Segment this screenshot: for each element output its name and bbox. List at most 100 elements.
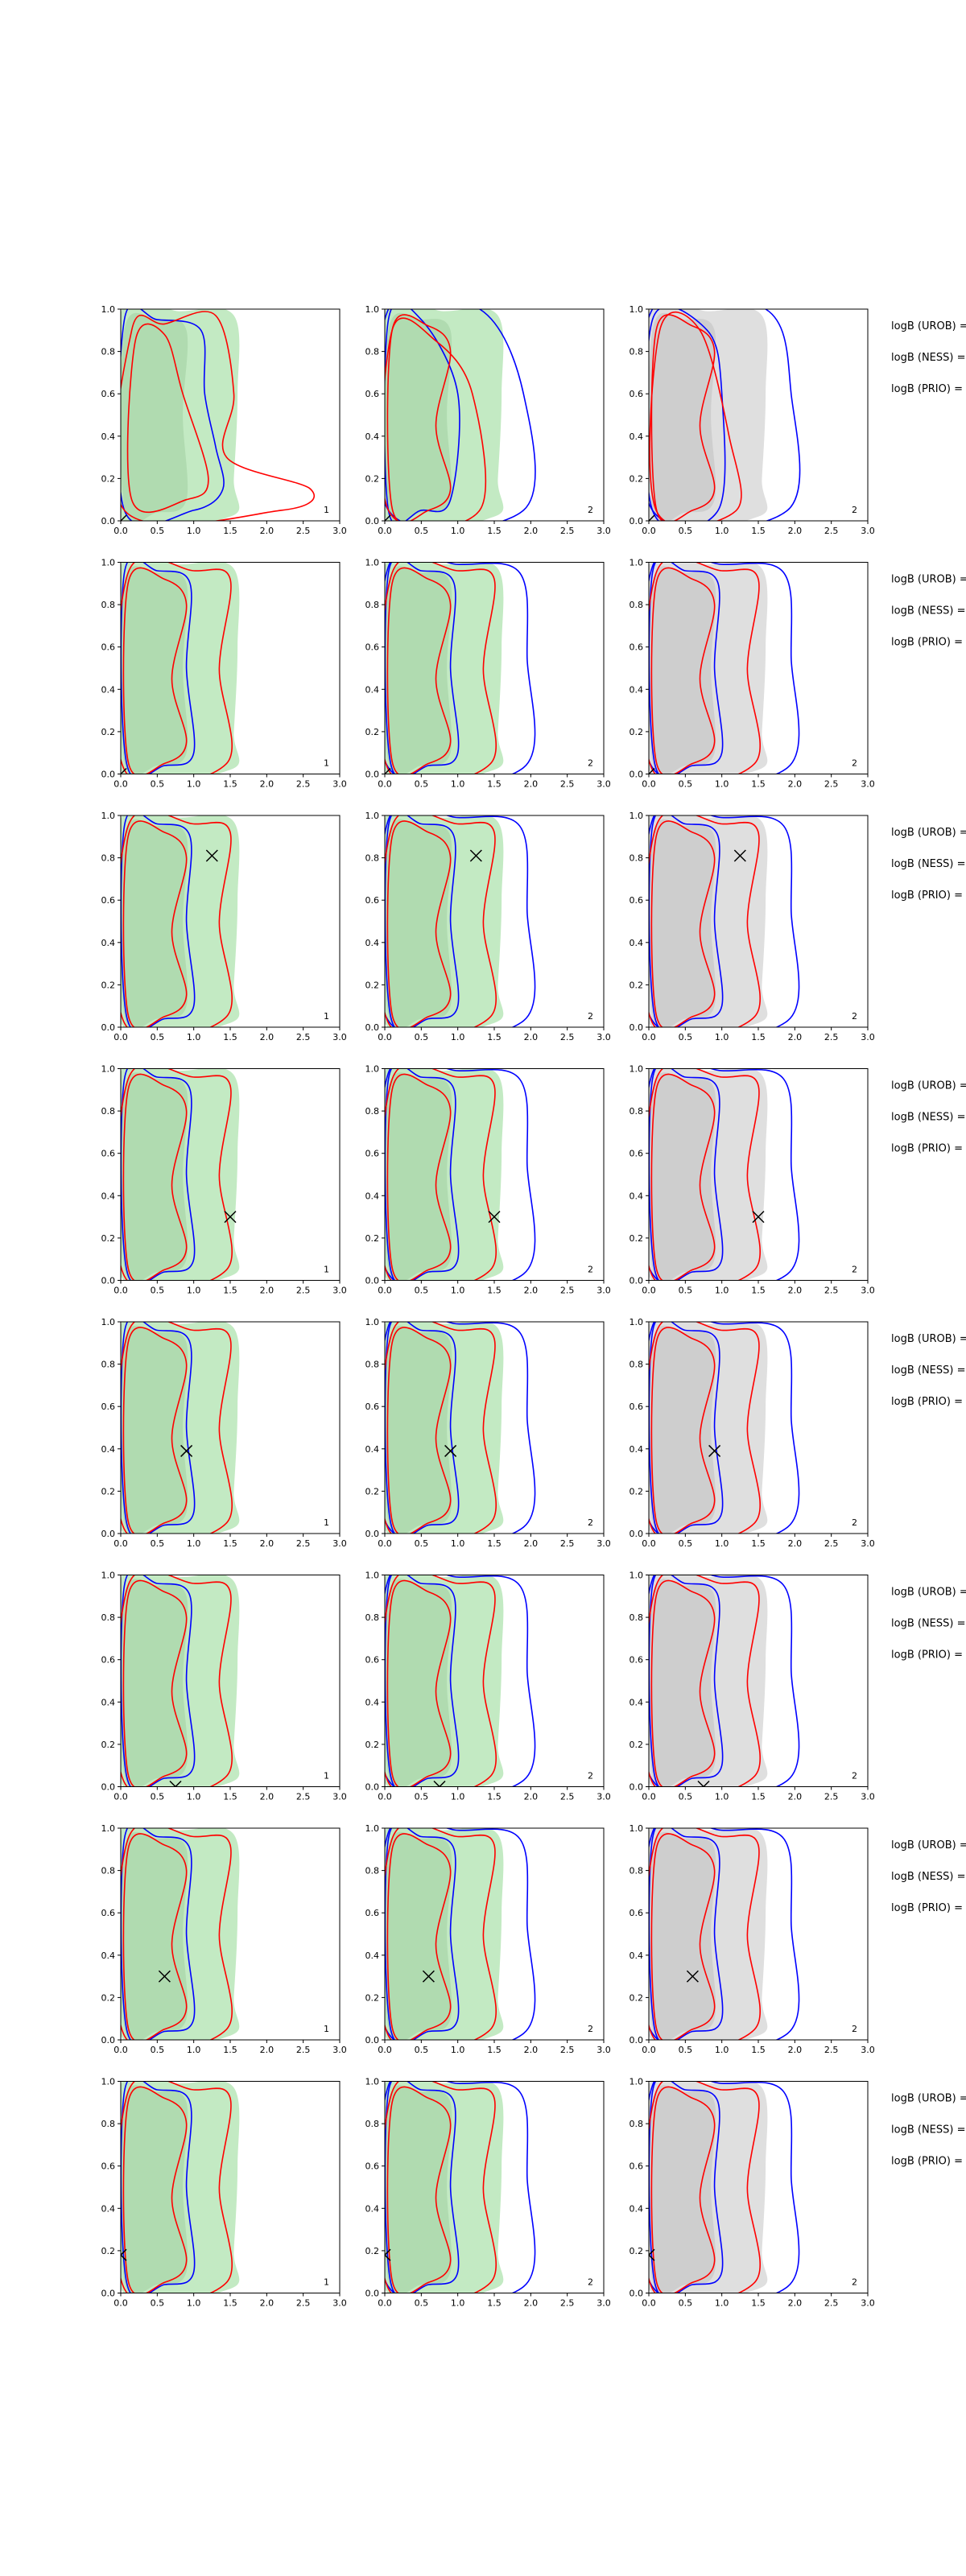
x-tick-label: 2.0 <box>524 1538 539 1549</box>
y-tick-label: 0.8 <box>365 1612 380 1623</box>
red-contour-inner <box>650 1579 716 1787</box>
panel-number: 2 <box>852 2024 857 2034</box>
y-tick-label: 1.0 <box>365 1823 380 1834</box>
fill-region-inner <box>649 566 716 774</box>
y-tick-label: 1.0 <box>365 558 380 568</box>
panel-r4-c1: 0.0 0.5 1.0 1.5 2.0 2.5 3.0 0.0 0.2 0.4 0.6 0.8 1.0 1 <box>101 1064 347 1296</box>
x-tick-label: 0.0 <box>114 2298 128 2309</box>
y-tick-label: 0.4 <box>365 2203 380 2214</box>
panel-number: 2 <box>588 1265 593 1275</box>
y-tick-label: 0.6 <box>101 1402 116 1412</box>
y-tick-label: 0.8 <box>365 600 380 610</box>
x-tick-label: 2.5 <box>824 1792 839 1802</box>
blue-contour-inner <box>121 1575 196 1787</box>
red-contour-outer <box>121 1322 233 1534</box>
red-contour-inner <box>650 2086 716 2293</box>
true-value-marker <box>121 514 127 521</box>
y-tick-label: 0.2 <box>365 1740 380 1750</box>
x-tick-label: 1.0 <box>187 1286 201 1296</box>
panel-number: 1 <box>324 1265 329 1275</box>
y-tick-label: 1.0 <box>101 1571 116 1581</box>
y-tick-label: 0.2 <box>630 727 644 737</box>
y-tick-label: 0.4 <box>365 1444 380 1455</box>
x-tick-label: 1.0 <box>715 1538 729 1549</box>
y-tick-label: 0.6 <box>630 642 644 653</box>
row-label: logB (UROB) = <box>891 1839 966 1852</box>
x-tick-label: 0.5 <box>151 1792 165 1802</box>
y-tick-label: 1.0 <box>630 1823 644 1834</box>
blue-contour-outer <box>385 562 536 774</box>
x-tick-label: 0.0 <box>378 1792 392 1802</box>
y-tick-label: 0.4 <box>101 1191 116 1201</box>
blue-contour-inner <box>121 1322 196 1534</box>
blue-contour-inner <box>385 1322 460 1534</box>
plot-area <box>649 1322 800 1534</box>
blue-contour-outer <box>649 1322 800 1534</box>
x-tick-label: 2.0 <box>260 779 275 790</box>
red-contour-outer <box>121 1068 233 1281</box>
x-tick-label: 3.0 <box>861 779 875 790</box>
row-label: logB (PRIO) = <box>891 1902 963 1914</box>
red-contour-inner <box>386 567 452 774</box>
x-tick-label: 0.5 <box>415 526 429 536</box>
y-tick-label: 0.2 <box>365 1233 380 1244</box>
x-tick-label: 2.0 <box>260 526 275 536</box>
y-tick-label: 0.8 <box>101 347 116 357</box>
x-tick-label: 1.5 <box>751 2045 766 2055</box>
x-tick-label: 0.5 <box>415 1286 429 1296</box>
plot-area <box>649 562 800 774</box>
y-tick-label: 0.8 <box>365 1106 380 1117</box>
y-tick-label: 0.0 <box>365 1529 380 1539</box>
fill-region-inner <box>121 1831 188 2040</box>
fill-region-inner <box>121 312 188 521</box>
x-tick-label: 1.0 <box>187 526 201 536</box>
x-tick-label: 0.0 <box>378 526 392 536</box>
x-tick-label: 2.5 <box>560 2045 575 2055</box>
x-tick-label: 1.5 <box>751 1792 766 1802</box>
y-tick-label: 0.8 <box>365 1866 380 1876</box>
y-tick-label: 0.6 <box>630 1655 644 1666</box>
x-tick-label: 2.5 <box>560 779 575 790</box>
red-contour-inner <box>122 1073 188 1281</box>
y-tick-label: 0.2 <box>365 980 380 990</box>
y-tick-label: 0.0 <box>101 2035 116 2046</box>
x-tick-label: 1.5 <box>751 779 766 790</box>
plot-area <box>121 1575 240 1787</box>
y-tick-label: 1.0 <box>101 304 116 315</box>
y-tick-label: 1.0 <box>365 811 380 821</box>
y-tick-label: 0.6 <box>365 1908 380 1918</box>
red-contour-outer <box>649 1575 762 1787</box>
row-label: logB (PRIO) = <box>891 637 963 649</box>
true-value-marker <box>385 767 391 774</box>
red-contour-inner <box>650 1073 716 1281</box>
x-tick-label: 0.5 <box>679 526 693 536</box>
fill-region-inner <box>649 312 716 521</box>
panel-r1-c3: 0.0 0.5 1.0 1.5 2.0 2.5 3.0 0.0 0.2 0.4 0.6 0.8 1.0 2 <box>630 304 875 536</box>
x-tick-label: 0.5 <box>415 779 429 790</box>
y-tick-label: 0.6 <box>365 895 380 906</box>
x-tick-label: 2.5 <box>560 1538 575 1549</box>
red-contour-outer <box>385 2081 497 2293</box>
fill-region-inner <box>385 312 452 521</box>
red-contour-inner <box>386 314 452 521</box>
y-tick-label: 0.2 <box>101 980 116 990</box>
y-tick-label: 1.0 <box>630 1571 644 1581</box>
y-tick-label: 0.2 <box>101 1486 116 1496</box>
y-tick-label: 0.2 <box>101 1233 116 1244</box>
row-label: logB (UROB) = <box>891 1333 966 1345</box>
fill-region-inner <box>385 2085 452 2293</box>
plot-area <box>385 2081 536 2293</box>
blue-contour-outer <box>649 1575 800 1787</box>
true-value-marker <box>433 1780 446 1787</box>
blue-contour-outer <box>649 815 800 1027</box>
blue-contour-inner <box>121 309 225 521</box>
y-tick-label: 0.6 <box>101 1149 116 1159</box>
y-tick-label: 0.2 <box>101 473 116 484</box>
x-tick-label: 3.0 <box>332 1286 347 1296</box>
x-tick-label: 1.0 <box>715 1032 729 1042</box>
x-tick-label: 1.0 <box>451 1286 465 1296</box>
fill-region-inner <box>385 1579 452 1787</box>
y-tick-label: 0.6 <box>101 1908 116 1918</box>
row-label: logB (NESS) = <box>891 1871 965 1883</box>
x-tick-label: 1.5 <box>487 779 502 790</box>
